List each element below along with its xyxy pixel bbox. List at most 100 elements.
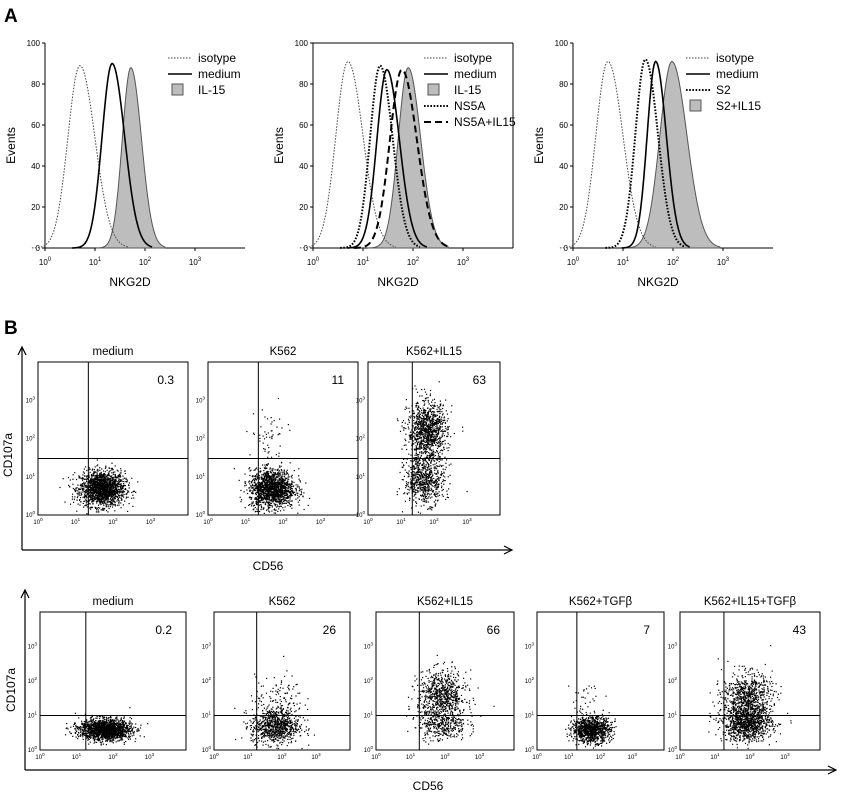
data-point [413, 431, 415, 433]
data-point [91, 492, 94, 494]
data-point [264, 416, 266, 418]
data-point [114, 475, 116, 477]
data-point [285, 491, 287, 493]
data-point [92, 503, 94, 505]
data-point [286, 493, 288, 495]
data-point [269, 511, 271, 513]
data-point [89, 488, 91, 490]
data-point [113, 496, 115, 498]
data-point [447, 432, 449, 434]
data-point [431, 480, 433, 482]
data-point [427, 401, 429, 403]
data-point [119, 474, 121, 476]
legend-label: S2+IL15 [716, 99, 761, 113]
y-tick-label: 20 [559, 203, 568, 212]
data-point [92, 478, 94, 480]
data-point [434, 422, 436, 424]
data-point [98, 494, 101, 496]
data-point [248, 481, 250, 483]
data-point [104, 497, 106, 499]
data-point [106, 469, 108, 471]
data-point [418, 468, 421, 470]
data-point [278, 472, 280, 474]
data-point [442, 464, 444, 467]
data-point [307, 504, 309, 506]
data-point [410, 454, 412, 456]
data-point [419, 433, 421, 435]
data-point [425, 476, 428, 478]
data-point [274, 505, 276, 507]
data-point [86, 490, 88, 492]
data-point [281, 492, 283, 494]
data-point [425, 477, 427, 479]
data-point [419, 416, 421, 418]
data-point [291, 491, 293, 493]
data-point [396, 491, 398, 493]
data-point [291, 491, 293, 493]
y-tick-label: 60 [299, 121, 308, 130]
data-point [428, 463, 430, 466]
data-point [409, 497, 411, 499]
data-point [114, 486, 116, 488]
data-point [436, 427, 438, 429]
data-point [244, 485, 246, 487]
data-point [435, 425, 437, 427]
data-point [429, 415, 431, 417]
data-point [440, 482, 442, 484]
data-point [437, 470, 439, 472]
data-point [423, 492, 425, 494]
data-point [100, 497, 102, 499]
data-point [439, 458, 441, 460]
data-point [99, 469, 101, 471]
data-point [80, 501, 82, 503]
data-point [120, 485, 123, 487]
data-point [425, 493, 427, 495]
data-point [81, 493, 83, 495]
data-point [267, 506, 270, 508]
data-point [425, 430, 427, 433]
data-point [415, 462, 417, 464]
data-point [85, 500, 87, 502]
data-point [428, 476, 430, 478]
data-point [422, 452, 424, 454]
data-point [254, 478, 256, 480]
data-point [100, 471, 102, 473]
data-point [430, 405, 433, 407]
data-point [263, 476, 265, 478]
data-point [429, 473, 431, 475]
data-point [413, 473, 415, 475]
data-point [96, 492, 98, 494]
data-point [422, 492, 424, 494]
data-point [272, 488, 274, 490]
data-point [418, 425, 420, 428]
x-tick-label: 100 [567, 257, 580, 267]
data-point [413, 468, 415, 470]
data-point [105, 495, 107, 497]
data-point [105, 490, 107, 492]
data-point [413, 466, 415, 468]
data-point [83, 493, 86, 495]
data-point [291, 481, 293, 483]
data-point [111, 462, 113, 464]
data-point [429, 508, 431, 510]
data-point [256, 474, 258, 476]
data-point [114, 495, 116, 498]
data-point [92, 498, 94, 500]
data-point [425, 464, 427, 466]
data-point [436, 423, 438, 425]
data-point [84, 484, 86, 486]
data-point [117, 489, 119, 491]
data-point [272, 479, 274, 481]
data-point [466, 490, 468, 493]
data-point [90, 487, 92, 490]
data-point [121, 486, 123, 488]
data-point [280, 491, 282, 493]
data-point [110, 483, 112, 486]
data-point [413, 419, 415, 422]
data-point [98, 486, 100, 488]
data-point [118, 491, 120, 493]
data-point [248, 487, 250, 489]
data-point [264, 477, 266, 479]
data-point [291, 482, 293, 484]
data-point [440, 408, 442, 410]
